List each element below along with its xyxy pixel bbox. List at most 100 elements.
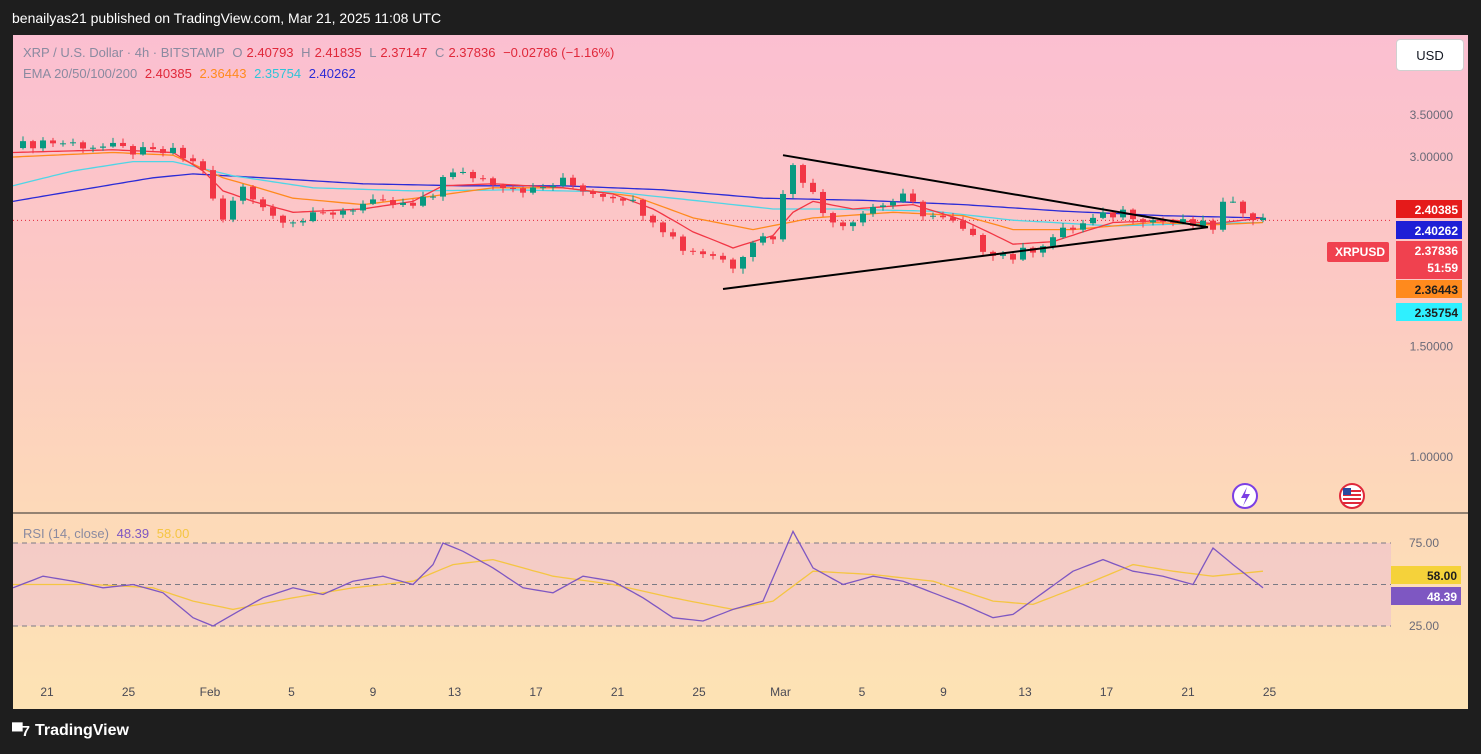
candle-body <box>370 199 376 204</box>
candle-body <box>1220 201 1226 230</box>
candle-body <box>130 146 136 155</box>
candle-body <box>1050 237 1056 247</box>
candle-body <box>890 201 896 206</box>
candle-body <box>1260 217 1266 221</box>
price-tick-label: 1.00000 <box>1410 450 1454 464</box>
legend-ema: EMA 20/50/100/200 2.40385 2.36443 2.3575… <box>23 66 360 81</box>
candle-body <box>280 215 286 223</box>
rsi-line <box>13 529 1264 627</box>
candle-body <box>940 215 946 218</box>
candle-body <box>880 205 886 207</box>
candle-body <box>450 172 456 178</box>
candle-body <box>910 193 916 202</box>
legend-ohlc: XRP / U.S. Dollar · 4h · BITSTAMP O 2.407… <box>23 45 618 60</box>
candle-body <box>1250 213 1256 221</box>
change-value: −0.02786 (−1.16%) <box>503 45 615 60</box>
candle-body <box>410 202 416 206</box>
candle-body <box>1170 221 1176 223</box>
rsi-tick-label: 75.00 <box>1409 536 1439 550</box>
x-tick-label: 5 <box>288 685 295 699</box>
currency-button[interactable]: USD <box>1396 39 1464 71</box>
ema200-badge-text: 2.40262 <box>1415 224 1459 238</box>
candle-body <box>900 193 906 202</box>
candle-body <box>820 191 826 214</box>
candle-body <box>1140 219 1146 223</box>
candle-body <box>380 199 386 201</box>
triangle-upper-line <box>782 154 1209 229</box>
candle-body <box>800 165 806 183</box>
candle-body <box>1060 227 1066 238</box>
lightning-bolt-icon <box>1241 487 1250 506</box>
candle-body <box>50 140 56 144</box>
price-tick-label: 1.50000 <box>1410 339 1454 353</box>
candle-body <box>30 141 36 149</box>
candle-body <box>970 228 976 235</box>
candle-body <box>80 142 86 149</box>
footer-logo[interactable]: ▀7 TradingView <box>12 722 129 740</box>
candle-body <box>1010 254 1016 260</box>
x-tick-label: 9 <box>370 685 377 699</box>
rsi-legend-ma: 58.00 <box>156 526 190 541</box>
open-value: 2.40793 <box>246 45 294 60</box>
candle-body <box>580 185 586 192</box>
publisher-line: benailyas21 published on TradingView.com… <box>12 10 442 26</box>
rsi-legend-value: 48.39 <box>116 526 150 541</box>
ema100-badge-bg <box>1396 303 1462 321</box>
candle-body <box>140 147 146 155</box>
candle-body <box>300 221 306 223</box>
candle-body <box>1230 201 1236 203</box>
rsi-value-badge-bg <box>1391 587 1461 605</box>
candle-body <box>850 222 856 227</box>
candle-body <box>250 186 256 200</box>
high-value: 2.41835 <box>314 45 362 60</box>
candle-body <box>840 222 846 227</box>
price-badge-text: 2.37836 <box>1415 244 1459 258</box>
x-tick-label: 25 <box>122 685 136 699</box>
chart-panel[interactable]: 3.50000 3.00000 1.50000 1.00000 75.00 25.00 21… <box>13 35 1468 709</box>
candle-body <box>210 170 216 199</box>
candle-body <box>740 257 746 269</box>
x-tick-label: 21 <box>611 685 625 699</box>
x-tick-label: 9 <box>940 685 947 699</box>
candle-body <box>760 236 766 243</box>
candle-body <box>1000 254 1006 256</box>
x-tick-label: 25 <box>692 685 706 699</box>
candle-body <box>120 142 126 147</box>
candle-body <box>1210 220 1216 230</box>
symbol-badge-text: XRPUSD <box>1335 245 1385 259</box>
candle-body <box>270 207 276 216</box>
candle-body <box>170 147 176 154</box>
candle-body <box>1160 220 1166 222</box>
candle-body <box>260 199 266 208</box>
candle-body <box>190 158 196 162</box>
x-tick-label: 21 <box>1181 685 1195 699</box>
candle-body <box>20 141 26 149</box>
ema100-line <box>13 160 1264 227</box>
candle-body <box>500 185 506 189</box>
candle-body <box>680 236 686 251</box>
candle-body <box>1020 247 1026 260</box>
x-tick-label: Feb <box>200 685 221 699</box>
candle-body <box>310 212 316 222</box>
symbol-badge-bg <box>1327 242 1389 262</box>
ema50-line <box>13 151 1264 231</box>
candle-body <box>40 140 46 149</box>
candle-body <box>230 200 236 220</box>
price-chart-svg[interactable]: 3.50000 3.00000 1.50000 1.00000 75.00 25.00 21… <box>13 35 1468 709</box>
candle-body <box>480 178 486 180</box>
candle-body <box>650 215 656 223</box>
candle-body <box>780 193 786 240</box>
x-tick-label: 17 <box>1100 685 1114 699</box>
candle-body <box>430 196 436 198</box>
flag-stripe <box>1343 490 1361 492</box>
candle-body <box>440 177 446 197</box>
rsi-value-badge-text: 48.39 <box>1427 590 1457 604</box>
price-tick-label: 3.50000 <box>1410 108 1454 122</box>
candle-body <box>100 146 106 148</box>
candle-body <box>360 203 366 211</box>
candle-body <box>390 200 396 205</box>
candle-body <box>160 149 166 154</box>
candle-body <box>720 255 726 260</box>
candle-body <box>350 210 356 212</box>
ema50-value: 2.36443 <box>199 66 247 81</box>
